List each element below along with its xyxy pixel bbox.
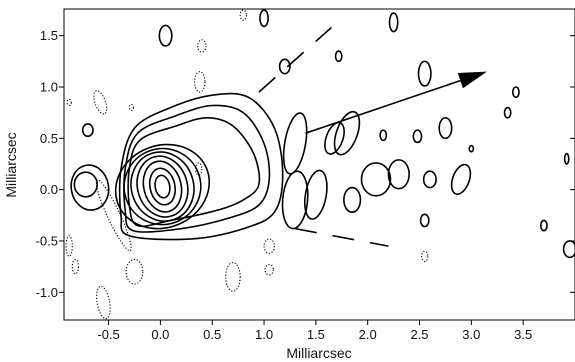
solid-contour [388,12,399,33]
opening-angle-line-upper [258,26,332,93]
y-tick-label: 0.0 [40,182,58,197]
dotted-contour [66,98,72,107]
dotted-contour [195,162,203,176]
x-tick-label: 0.5 [203,327,221,342]
dotted-contour [263,238,275,254]
solid-contour [387,159,410,190]
y-tick-label: 0.5 [40,131,58,146]
contour-layer [65,9,575,320]
dotted-contour [95,179,132,252]
solid-contour [422,170,437,189]
x-tick-label: 2.0 [359,327,377,342]
x-tick-label: -0.5 [97,327,119,342]
dotted-contour [128,103,134,112]
dotted-contour [421,250,429,263]
solid-contour [282,112,308,175]
direction-arrow-head [457,71,487,89]
solid-contour [450,163,472,195]
x-axis: -0.5 0.0 0.5 1.0 1.5 2.0 2.5 3.0 3.5 [97,320,532,342]
core-contour [123,147,202,226]
x-tick-label: 3.5 [514,327,532,342]
dotted-contour [239,9,247,21]
solid-contour [158,24,173,47]
x-axis-label: Milliarcsec [286,345,351,361]
jet-contour [118,92,284,241]
solid-contour [512,86,520,99]
solid-contour [73,171,98,198]
solid-contour [438,116,453,140]
solid-contour [412,129,423,144]
solid-contour [539,219,548,232]
core-contour [136,155,189,218]
y-tick-label: -0.5 [36,233,58,248]
solid-contour [343,186,362,214]
y-tick-label: -1.0 [36,285,58,300]
solid-contour [81,123,94,138]
solid-contour [379,129,388,142]
direction-arrow-shaft [305,79,461,134]
core-contour [114,143,211,230]
x-tick-label: 3.0 [462,327,480,342]
solid-contour [563,152,570,165]
dotted-contour [125,258,144,285]
x-tick-label: 1.5 [307,327,325,342]
solid-contour [281,170,309,230]
y-axis-label: Milliarcsec [3,132,19,197]
y-tick-label: 1.5 [40,28,58,43]
dotted-contour [65,235,73,257]
x-tick-label: 2.5 [410,327,428,342]
solid-contour [334,50,343,63]
dotted-contour [194,71,206,93]
core-contour [142,160,183,213]
solid-contour [503,106,512,119]
solid-contour [468,144,475,153]
jet-contour [123,104,271,233]
y-tick-label: 1.0 [40,80,58,95]
solid-contour [70,164,110,211]
solid-contour [259,9,269,28]
dotted-contour [264,264,274,276]
solid-contour [333,110,361,156]
solid-contour [419,213,430,228]
dotted-contour [71,258,80,275]
annotation-layer [258,26,487,247]
dotted-contour [197,39,207,53]
jet-contour [127,116,261,228]
solid-contour [278,58,291,75]
x-tick-label: 1.0 [255,327,273,342]
solid-contour [304,169,328,220]
solid-contour [562,240,575,259]
dotted-contour [225,261,241,292]
core-contour [148,167,177,206]
core-contour [154,174,171,199]
x-tick-label: 0.0 [151,327,169,342]
opening-angle-line-lower [294,227,389,247]
y-axis: -1.0 -0.5 0.0 0.5 1.0 1.5 [36,28,575,300]
dotted-contour [93,90,108,115]
solid-contour [360,162,392,197]
plot-frame [63,8,575,321]
solid-contour [417,60,432,87]
